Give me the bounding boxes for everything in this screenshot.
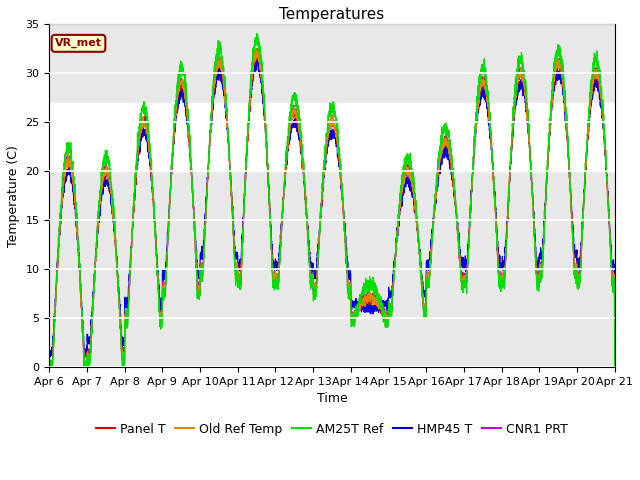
AM25T Ref [253, 31, 260, 36]
Panel T [45, 364, 53, 370]
Bar [49, 103, 614, 171]
CNR1 PRT [611, 364, 618, 370]
Panel T [459, 272, 467, 277]
Panel T [611, 271, 618, 276]
Line: AM25T Ref: AM25T Ref [49, 34, 614, 367]
Panel T [45, 360, 53, 366]
Old Ref Temp [252, 46, 260, 52]
Legend: Panel T, Old Ref Temp, AM25T Ref, HMP45 T, CNR1 PRT: Panel T, Old Ref Temp, AM25T Ref, HMP45 … [91, 418, 573, 441]
Panel T [253, 46, 260, 52]
Old Ref Temp [611, 364, 618, 370]
Line: Panel T: Panel T [49, 49, 614, 367]
Old Ref Temp [459, 274, 467, 280]
CNR1 PRT [491, 201, 499, 207]
Panel T [611, 364, 618, 370]
HMP45 T [45, 349, 53, 355]
HMP45 T [610, 261, 618, 267]
AM25T Ref [611, 364, 618, 370]
HMP45 T [611, 364, 618, 370]
HMP45 T [428, 231, 435, 237]
Line: HMP45 T: HMP45 T [49, 57, 614, 367]
Old Ref Temp [45, 364, 53, 370]
Old Ref Temp [147, 162, 155, 168]
CNR1 PRT [253, 46, 261, 51]
Text: VR_met: VR_met [55, 38, 102, 48]
AM25T Ref [311, 297, 319, 302]
AM25T Ref [147, 158, 155, 164]
CNR1 PRT [45, 361, 53, 367]
Line: Old Ref Temp: Old Ref Temp [49, 49, 614, 367]
AM25T Ref [491, 193, 499, 199]
CNR1 PRT [147, 167, 155, 173]
Title: Temperatures: Temperatures [279, 7, 385, 22]
Old Ref Temp [491, 201, 499, 206]
Old Ref Temp [311, 285, 319, 291]
X-axis label: Time: Time [317, 392, 348, 405]
Panel T [147, 170, 155, 176]
Panel T [491, 205, 499, 211]
HMP45 T [253, 54, 260, 60]
Line: CNR1 PRT: CNR1 PRT [49, 48, 614, 367]
HMP45 T [147, 171, 155, 177]
AM25T Ref [611, 279, 618, 285]
CNR1 PRT [311, 287, 319, 292]
Panel T [428, 246, 435, 252]
AM25T Ref [459, 282, 467, 288]
HMP45 T [491, 188, 499, 194]
CNR1 PRT [428, 238, 435, 244]
AM25T Ref [46, 364, 54, 370]
HMP45 T [311, 276, 319, 282]
CNR1 PRT [46, 364, 54, 370]
AM25T Ref [428, 245, 435, 251]
CNR1 PRT [611, 276, 618, 282]
Old Ref Temp [610, 274, 618, 280]
AM25T Ref [45, 357, 53, 363]
CNR1 PRT [459, 274, 467, 279]
Old Ref Temp [428, 243, 435, 249]
Y-axis label: Temperature (C): Temperature (C) [7, 145, 20, 247]
Panel T [311, 286, 319, 292]
HMP45 T [459, 263, 467, 269]
